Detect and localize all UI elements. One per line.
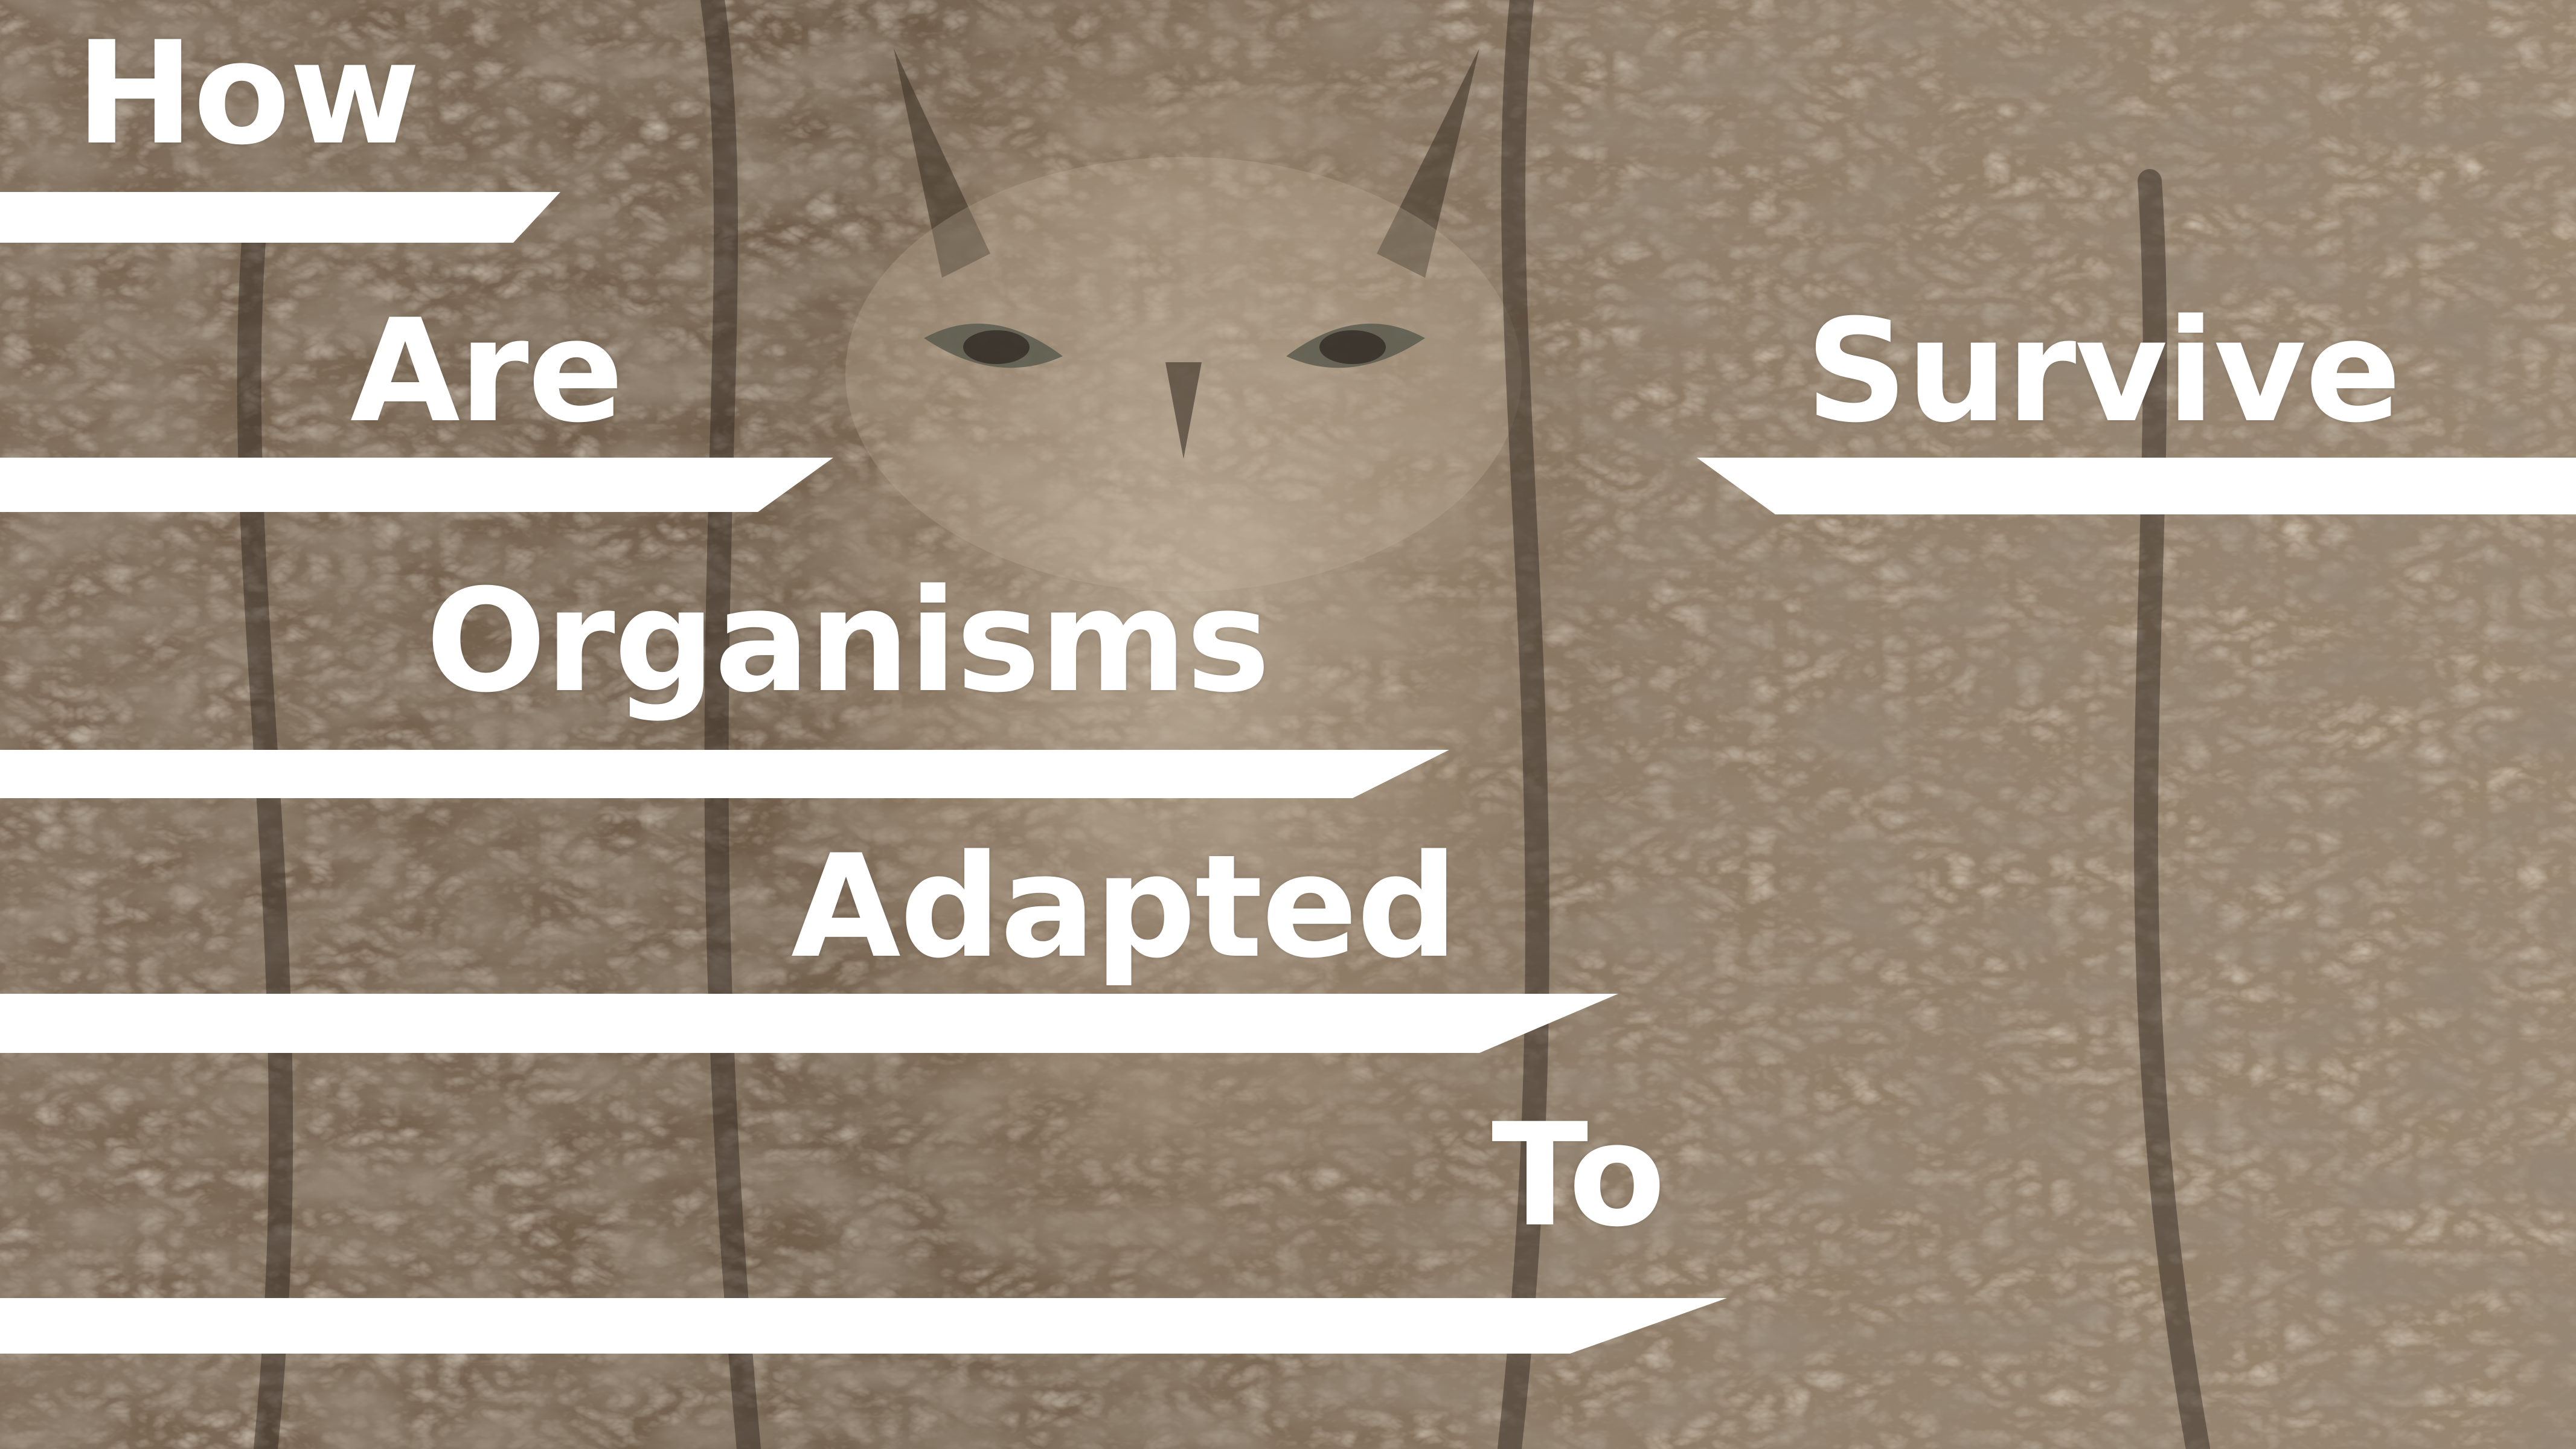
title-word-how: How [75, 11, 420, 176]
title-word-organisms: Organisms [426, 559, 1270, 724]
title-word-survive: Survive [1805, 289, 2401, 454]
title-word-to: To [1491, 1093, 1666, 1258]
owl-eyes [924, 324, 1425, 368]
title-word-adapted: Adapted [791, 825, 1458, 990]
title-word-are: Are [350, 289, 624, 454]
